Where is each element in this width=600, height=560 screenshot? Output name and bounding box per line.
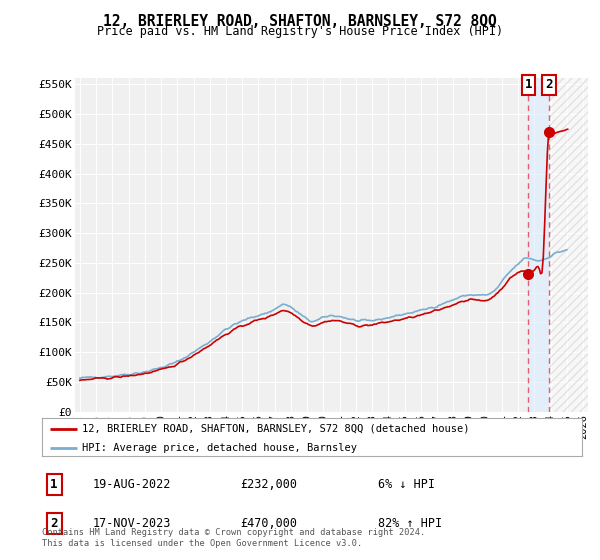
Text: 1: 1 [50, 478, 58, 491]
Text: 2: 2 [50, 517, 58, 530]
Text: 12, BRIERLEY ROAD, SHAFTON, BARNSLEY, S72 8QQ (detached house): 12, BRIERLEY ROAD, SHAFTON, BARNSLEY, S7… [83, 423, 470, 433]
Text: 82% ↑ HPI: 82% ↑ HPI [378, 517, 442, 530]
Text: 12, BRIERLEY ROAD, SHAFTON, BARNSLEY, S72 8QQ: 12, BRIERLEY ROAD, SHAFTON, BARNSLEY, S7… [103, 14, 497, 29]
Bar [549, 78, 588, 412]
Text: 2: 2 [545, 78, 553, 91]
Text: £470,000: £470,000 [240, 517, 297, 530]
Text: Contains HM Land Registry data © Crown copyright and database right 2024.
This d: Contains HM Land Registry data © Crown c… [42, 528, 425, 548]
Text: 19-AUG-2022: 19-AUG-2022 [93, 478, 172, 491]
Text: HPI: Average price, detached house, Barnsley: HPI: Average price, detached house, Barn… [83, 443, 358, 453]
Bar [529, 78, 549, 412]
Text: 6% ↓ HPI: 6% ↓ HPI [378, 478, 435, 491]
Text: Price paid vs. HM Land Registry's House Price Index (HPI): Price paid vs. HM Land Registry's House … [97, 25, 503, 38]
Text: 17-NOV-2023: 17-NOV-2023 [93, 517, 172, 530]
Text: 1: 1 [524, 78, 532, 91]
Text: £232,000: £232,000 [240, 478, 297, 491]
